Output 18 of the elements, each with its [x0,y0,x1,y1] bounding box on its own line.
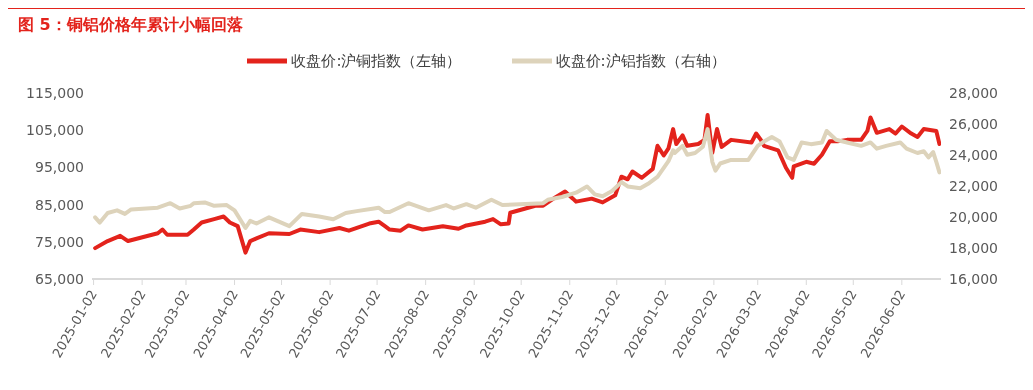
y-tick-label: 95,000 [35,159,84,176]
chart-title: 图 5：铜铝价格年累计小幅回落 [8,8,1025,41]
y-tick-label: 65,000 [35,270,84,287]
y2-tick-label: 20,000 [949,208,998,225]
y-tick-label: 75,000 [35,233,84,250]
y2-tick-label: 24,000 [949,146,998,163]
line-series [93,127,941,231]
line-series [93,112,941,255]
y2-tick-label: 26,000 [949,115,998,132]
y2-tick-label: 22,000 [949,177,998,194]
y2-tick-label: 16,000 [949,270,998,287]
y-tick-label: 115,000 [26,84,84,101]
y2-tick-label: 28,000 [949,84,998,101]
legend-label: 收盘价:沪铝指数（右轴） [555,51,726,70]
y-tick-label: 85,000 [35,196,84,213]
y-tick-label: 105,000 [26,122,84,139]
legend-label: 收盘价:沪铜指数（左轴） [291,51,462,70]
y2-tick-label: 18,000 [949,239,998,256]
